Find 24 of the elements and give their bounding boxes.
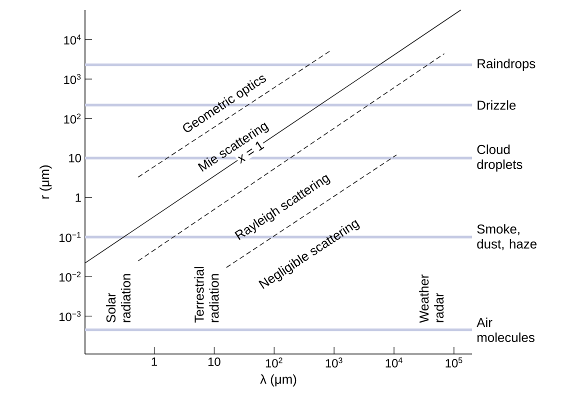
ref-line-label: Raindrops	[478, 58, 536, 71]
x-tick-label: 10$^{5}$	[446, 358, 462, 368]
y-tick-label: 10$^{4}$	[64, 34, 81, 45]
y-tick-label: 10	[69, 154, 82, 162]
y-tick-label: 10$^{2}$	[64, 114, 81, 124]
x-tick-label: 10$^{3}$	[326, 358, 342, 368]
y-tick-label: 10$^{−2}$	[60, 272, 81, 282]
annotation: Terrestrial radiation	[194, 266, 219, 323]
ref-line-label: Smoke, dust, haze	[477, 224, 537, 250]
y-tick-label: 1	[76, 193, 81, 202]
x-tick-label: 10	[208, 358, 220, 366]
x-tick-label: 10$^{2}$	[266, 358, 282, 368]
ref-line-label: Air molecules	[476, 318, 534, 342]
x-tick-label: 1	[152, 358, 157, 366]
annotation: Weather radar	[419, 274, 444, 323]
y-axis-title: r (μm)	[40, 165, 52, 199]
y-tick-label: 10$^{−3}$	[60, 311, 81, 322]
ref-line-label: Drizzle	[478, 100, 516, 110]
x-axis-title: λ (μm)	[260, 374, 296, 386]
y-tick-label: 10$^{−1}$	[60, 232, 81, 242]
y-tick-label: 10$^{3}$	[64, 74, 81, 84]
x-tick-label: 10$^{4}$	[386, 358, 402, 368]
annotation: Solar radiation	[106, 274, 131, 322]
ref-line-label: Cloud droplets	[477, 144, 522, 172]
